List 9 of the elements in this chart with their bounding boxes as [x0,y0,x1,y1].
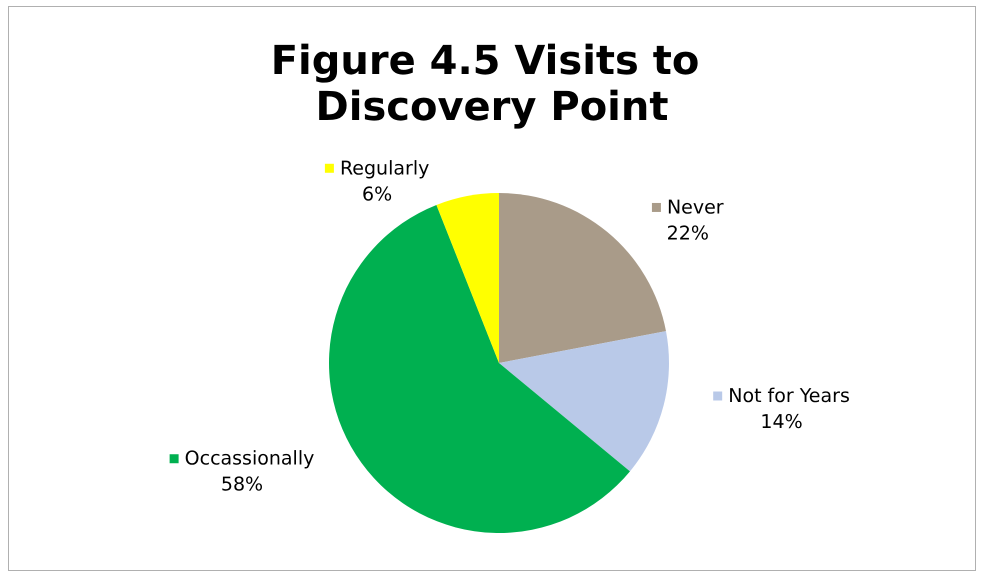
legend-label: Never [660,196,724,218]
legend-label: Not for Years [722,385,850,408]
legend-label: Regularly [334,157,430,180]
data-label: 58% [220,474,264,496]
legend-label: Occassionally [178,448,314,470]
data-label: 14% [760,411,803,434]
data-label: 22% [666,222,709,244]
chart-title: Figure 4.5 Visits to Discovery Point [270,38,714,130]
data-label: 6% [362,183,392,206]
